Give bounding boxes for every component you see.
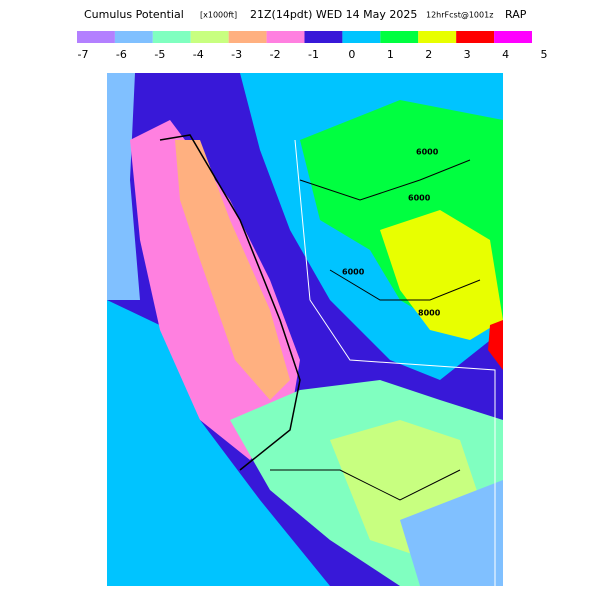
legend-swatch xyxy=(456,31,495,43)
legend-label: -1 xyxy=(308,48,319,61)
title: Cumulus Potential xyxy=(84,8,184,21)
region xyxy=(400,480,503,586)
contour-label: 6000 xyxy=(416,148,439,157)
legend-label: 3 xyxy=(464,48,471,61)
legend-swatch xyxy=(266,31,305,43)
color-legend: -7 -6 -5 -4 -3 -2 -1 0 1 2 3 4 5 xyxy=(77,31,548,61)
legend-swatch xyxy=(228,31,267,43)
legend-swatch xyxy=(494,31,532,43)
legend-label: 2 xyxy=(425,48,432,61)
ocean xyxy=(107,300,330,586)
legend-swatch xyxy=(304,31,343,43)
legend-label: 0 xyxy=(348,48,355,61)
contour-label: 6000 xyxy=(342,268,365,277)
legend-label: -5 xyxy=(154,48,165,61)
contour xyxy=(329,269,481,301)
legend-swatch xyxy=(152,31,191,43)
region xyxy=(107,73,140,300)
legend-swatch xyxy=(342,31,381,43)
contour xyxy=(270,469,461,501)
contour xyxy=(299,159,471,201)
legend-label: -6 xyxy=(116,48,127,61)
map: 6000 6000 6000 8000 xyxy=(107,73,503,586)
model: RAP xyxy=(505,8,527,21)
contour-label: 8000 xyxy=(418,309,441,318)
legend-swatch xyxy=(77,31,115,43)
units: [x1000ft] xyxy=(200,11,237,20)
state-border xyxy=(294,139,496,586)
legend-swatch xyxy=(380,31,419,43)
legend-label: -7 xyxy=(78,48,89,61)
forecast: 12hrFcst@1001z xyxy=(426,11,493,20)
region xyxy=(380,210,503,340)
legend-swatch xyxy=(418,31,457,43)
legend-label: -4 xyxy=(193,48,204,61)
legend-label: 1 xyxy=(387,48,394,61)
legend-label: -2 xyxy=(270,48,281,61)
legend-swatch xyxy=(114,31,153,43)
region xyxy=(175,140,290,400)
contour-label: 6000 xyxy=(408,194,431,203)
region xyxy=(488,320,503,370)
legend-label: 5 xyxy=(541,48,548,61)
legend-label: 4 xyxy=(502,48,509,61)
contour xyxy=(159,134,301,471)
valid-time: 21Z(14pdt) WED 14 May 2025 xyxy=(250,8,417,21)
legend-label: -3 xyxy=(231,48,242,61)
legend-swatch xyxy=(190,31,229,43)
